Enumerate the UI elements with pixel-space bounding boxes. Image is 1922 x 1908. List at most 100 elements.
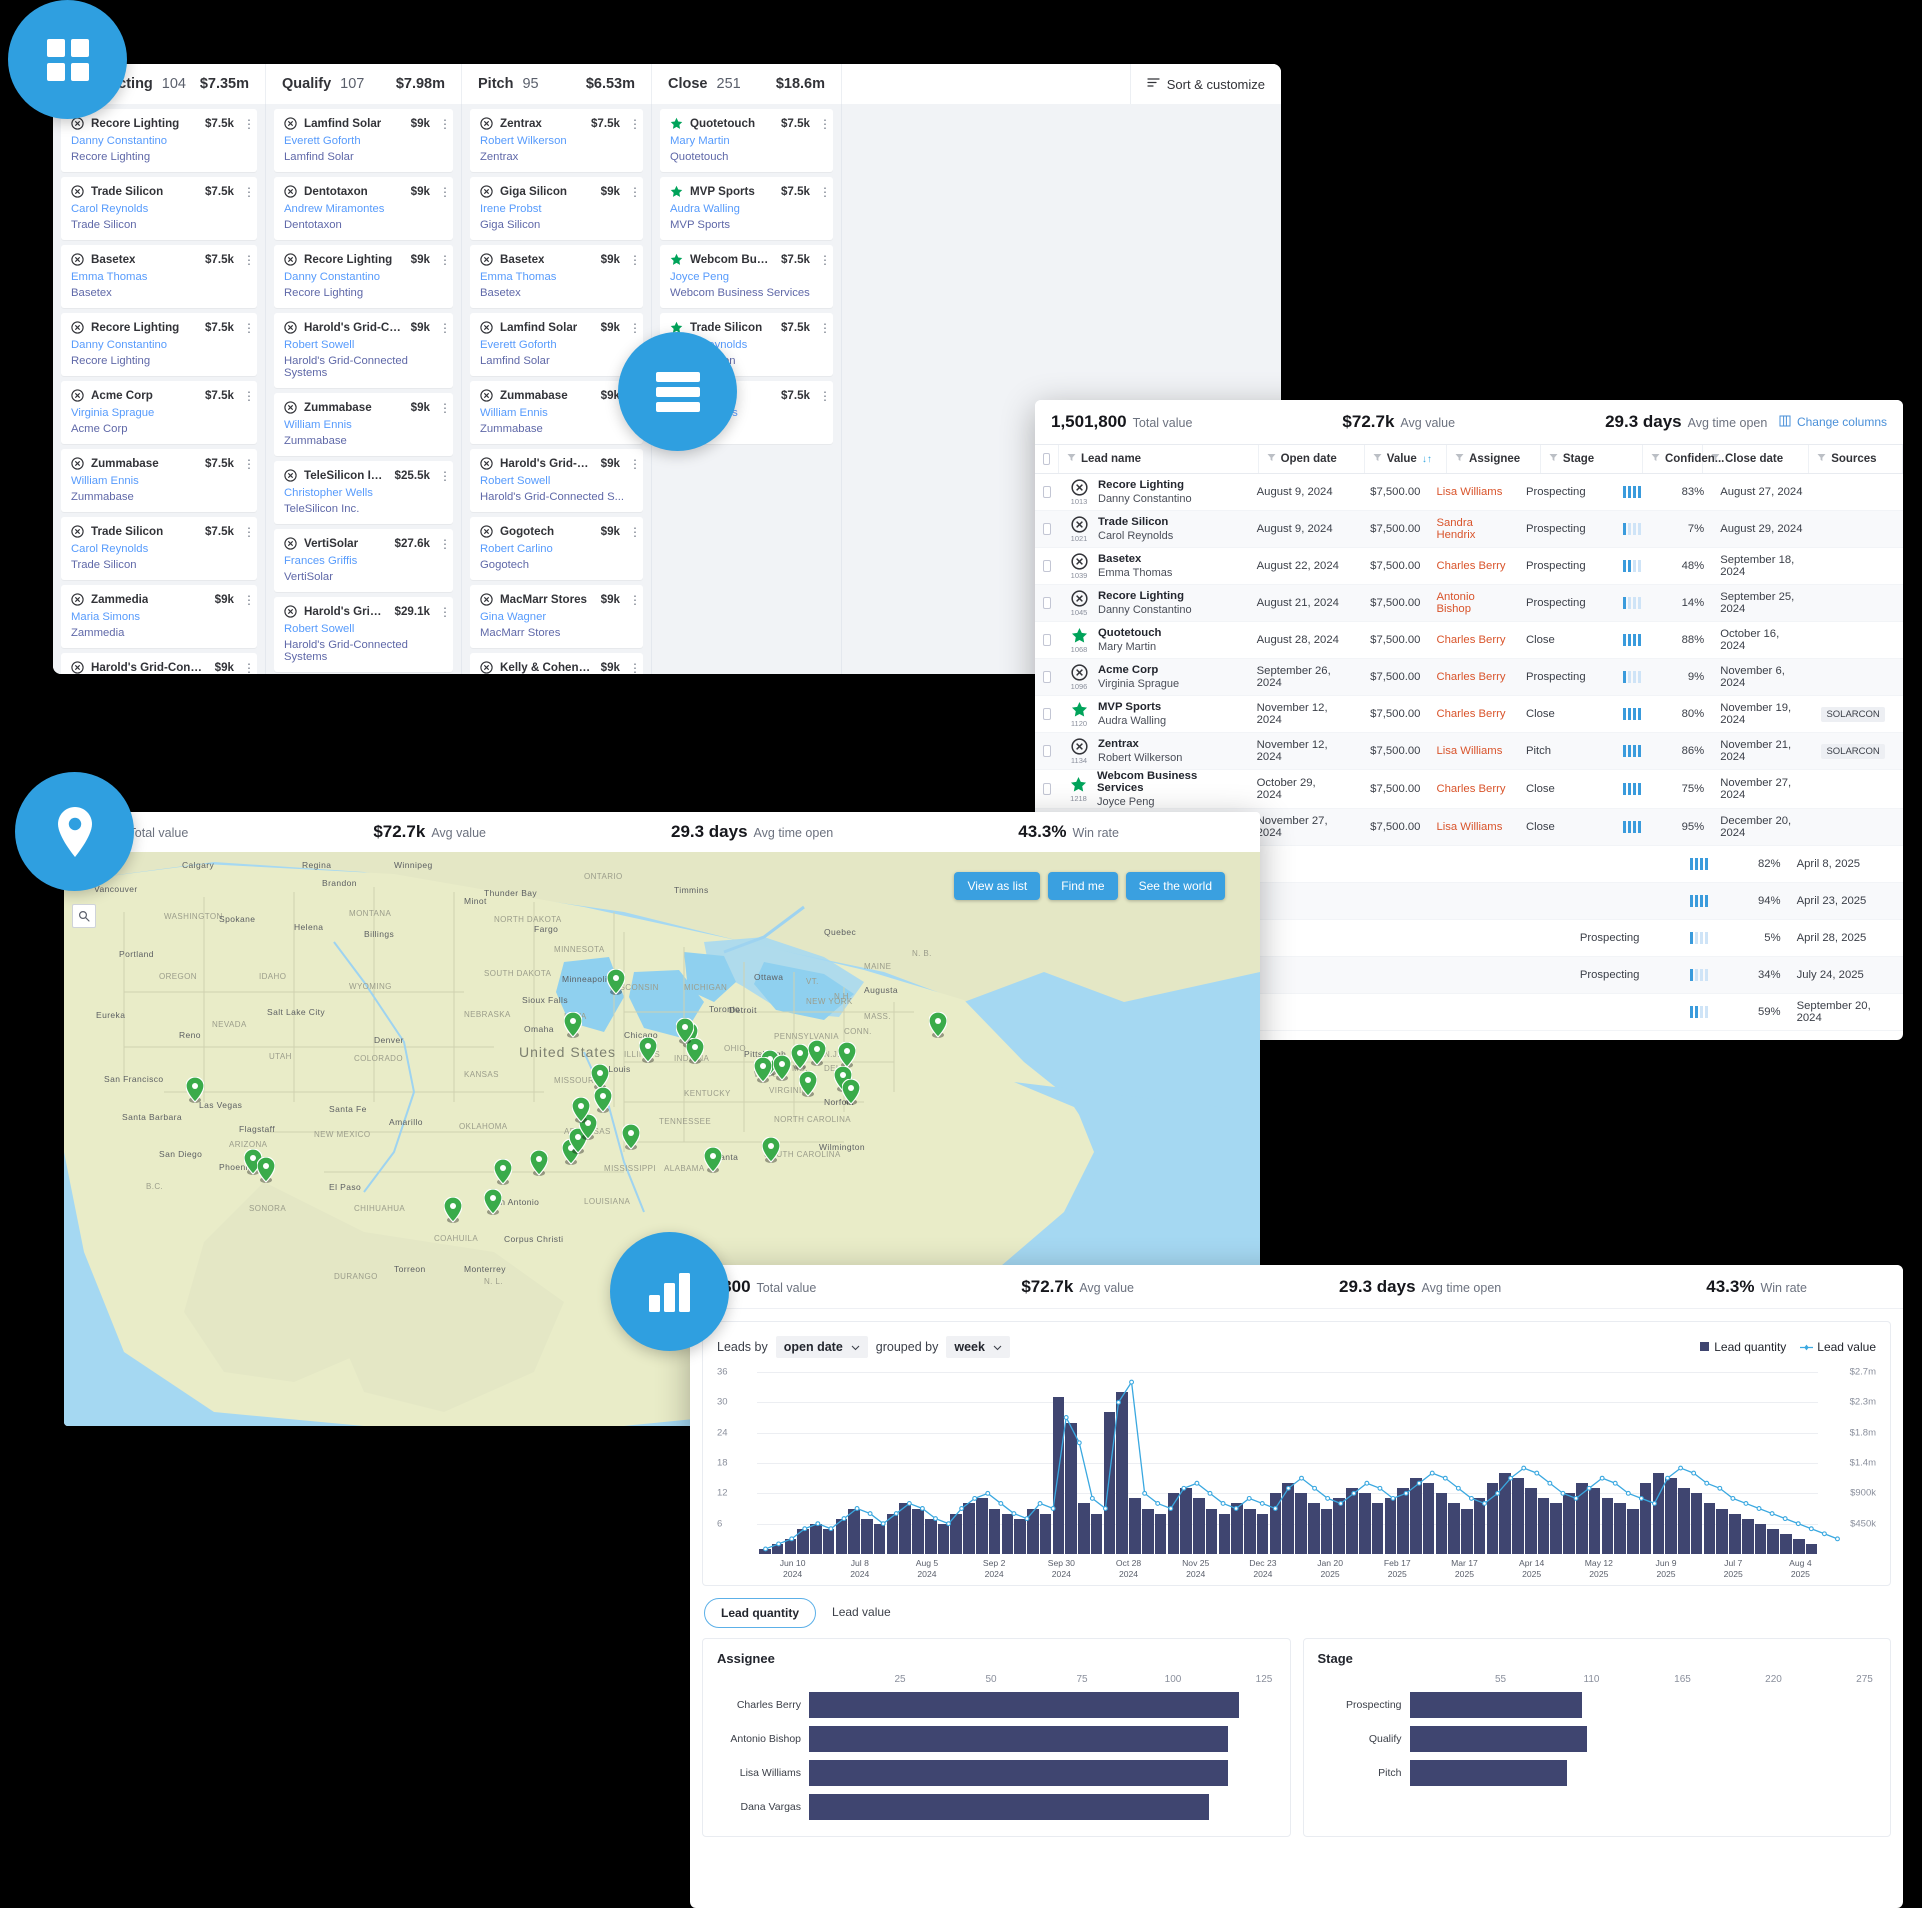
kanban-card[interactable]: Zummabase $7.5k ⋮ William Ennis Zummabase xyxy=(61,449,257,512)
kanban-card[interactable]: Trade Silicon $7.5k ⋮ Carol Reynolds Trade S… xyxy=(61,177,257,240)
bar[interactable] xyxy=(1703,1503,1716,1554)
map-action-button[interactable]: View as list xyxy=(954,872,1041,900)
assignee-cell[interactable]: Lisa Williams xyxy=(1436,745,1503,757)
assignee-cell[interactable]: Sandra Hendrix xyxy=(1436,517,1476,541)
map-pin[interactable] xyxy=(443,1196,463,1223)
bar[interactable] xyxy=(1805,1543,1818,1554)
select-all-checkbox[interactable] xyxy=(1035,445,1059,473)
card-menu-icon[interactable]: ⋮ xyxy=(629,252,641,267)
map-pin[interactable] xyxy=(761,1136,781,1163)
bar[interactable] xyxy=(1346,1488,1358,1554)
card-menu-icon[interactable]: ⋮ xyxy=(439,400,451,415)
map-pin[interactable] xyxy=(483,1188,503,1215)
kanban-card[interactable]: Giga Silicon $9k ⋮ Irene Probst Giga Silicon xyxy=(470,177,643,240)
metric-tabs[interactable]: Lead quantity Lead value xyxy=(704,1598,1903,1629)
card-menu-icon[interactable]: ⋮ xyxy=(629,592,641,607)
bar[interactable] xyxy=(1754,1523,1767,1554)
map-pin[interactable] xyxy=(790,1043,810,1070)
kanban-card[interactable]: Quotetouch $7.5k ⋮ Mary Martin Quotetouch xyxy=(660,109,833,172)
table-row[interactable]: 1096 Acme Corp Virginia Sprague September 2… xyxy=(1035,659,1903,696)
kanban-card[interactable]: MacMarr Stores $9k ⋮ Gina Wagner MacMarr Sto… xyxy=(470,585,643,648)
row-checkbox[interactable] xyxy=(1035,486,1059,498)
kanban-card[interactable]: Harold's Grid-Connect... $29.1k ⋮ Robert So… xyxy=(274,597,453,672)
bar[interactable] xyxy=(1090,1513,1103,1554)
metric-tab[interactable]: Lead quantity xyxy=(704,1598,817,1629)
bar[interactable] xyxy=(988,1508,1001,1554)
assignee-cell[interactable]: Charles Berry xyxy=(1436,783,1506,795)
column-header[interactable]: Open date xyxy=(1259,445,1365,473)
bar[interactable] xyxy=(809,1692,1239,1719)
card-menu-icon[interactable]: ⋮ xyxy=(243,320,255,335)
bar[interactable] xyxy=(937,1523,950,1554)
filter-icon[interactable] xyxy=(1549,453,1558,465)
card-menu-icon[interactable]: ⋮ xyxy=(819,320,831,335)
map-pin[interactable] xyxy=(606,968,626,995)
bar[interactable] xyxy=(1384,1498,1397,1554)
grouped-by-select[interactable]: week xyxy=(946,1336,1010,1358)
map-pin[interactable] xyxy=(685,1037,705,1064)
bar[interactable] xyxy=(886,1513,899,1554)
map-pin[interactable] xyxy=(753,1056,773,1083)
bar[interactable] xyxy=(1282,1483,1294,1554)
card-menu-icon[interactable]: ⋮ xyxy=(819,116,831,131)
bar[interactable] xyxy=(1307,1503,1320,1554)
bar[interactable] xyxy=(1793,1538,1805,1554)
bar[interactable] xyxy=(1358,1493,1371,1554)
assignee-cell[interactable]: Charles Berry xyxy=(1436,634,1506,646)
bar[interactable] xyxy=(912,1508,924,1554)
map-pin[interactable] xyxy=(928,1011,948,1038)
kanban-card[interactable]: TeleSilicon Inc. $25.5k ⋮ Christopher Wells… xyxy=(274,461,453,524)
table-row[interactable]: 1013 Recore Lighting Danny Constantino Augu… xyxy=(1035,474,1903,511)
change-columns-button[interactable]: Change columns xyxy=(1779,415,1887,430)
row-checkbox[interactable] xyxy=(1035,671,1059,683)
filter-icon[interactable] xyxy=(1711,453,1720,465)
column-header[interactable]: Confiden... xyxy=(1643,445,1724,473)
card-menu-icon[interactable]: ⋮ xyxy=(243,388,255,403)
row-checkbox[interactable] xyxy=(1035,597,1059,609)
kanban-card[interactable]: Basetex $9k ⋮ Emma Thomas Basetex xyxy=(470,245,643,308)
bar[interactable] xyxy=(1652,1473,1665,1554)
bar[interactable] xyxy=(1588,1488,1601,1554)
card-menu-icon[interactable]: ⋮ xyxy=(819,388,831,403)
bar[interactable] xyxy=(1333,1498,1346,1554)
map-pin[interactable] xyxy=(493,1158,513,1185)
table-row[interactable]: 1039 Basetex Emma Thomas August 22, 2024 $7,… xyxy=(1035,548,1903,585)
bar[interactable] xyxy=(848,1508,860,1554)
map-action-button[interactable]: See the world xyxy=(1125,872,1225,900)
bar[interactable] xyxy=(1537,1498,1550,1554)
bar[interactable] xyxy=(1627,1508,1639,1554)
bar[interactable] xyxy=(1409,1692,1582,1719)
bar[interactable] xyxy=(1512,1478,1524,1554)
card-menu-icon[interactable]: ⋮ xyxy=(439,468,451,483)
bar[interactable] xyxy=(822,1528,835,1554)
map-pin[interactable] xyxy=(529,1149,549,1176)
bar[interactable] xyxy=(1244,1508,1256,1554)
row-checkbox[interactable] xyxy=(1035,745,1059,757)
bar[interactable] xyxy=(1320,1508,1333,1554)
kanban-card[interactable]: VertiSolar $27.6k ⋮ Frances Griffis VertiSol… xyxy=(274,529,453,592)
table-row[interactable]: 82% April 8, 2025 xyxy=(1035,846,1903,883)
card-menu-icon[interactable]: ⋮ xyxy=(243,184,255,199)
bar[interactable] xyxy=(1167,1493,1180,1554)
card-menu-icon[interactable]: ⋮ xyxy=(243,116,255,131)
bar[interactable] xyxy=(1741,1518,1754,1554)
row-checkbox[interactable] xyxy=(1035,708,1059,720)
kanban-card[interactable]: Harold's Grid-Connect... $9k ⋮ Robert Sowel… xyxy=(274,313,453,388)
column-header[interactable]: Sources xyxy=(1809,445,1903,473)
bar[interactable] xyxy=(1295,1493,1307,1554)
bar[interactable] xyxy=(924,1518,937,1554)
map-pin[interactable] xyxy=(772,1054,792,1081)
bar[interactable] xyxy=(1576,1483,1588,1554)
bar[interactable] xyxy=(1001,1513,1014,1554)
bar[interactable] xyxy=(1410,1478,1422,1554)
row-checkbox[interactable] xyxy=(1035,634,1059,646)
map-search-button[interactable] xyxy=(72,904,96,928)
filter-icon[interactable] xyxy=(1373,453,1382,465)
bar[interactable] xyxy=(1729,1513,1741,1554)
kanban-card[interactable]: Dentotaxon $9k ⋮ Andrew Miramontes Dentotaxo… xyxy=(274,177,453,240)
bar[interactable] xyxy=(1065,1422,1077,1554)
map-action-button[interactable]: Find me xyxy=(1048,872,1118,900)
bar[interactable] xyxy=(1448,1503,1460,1554)
